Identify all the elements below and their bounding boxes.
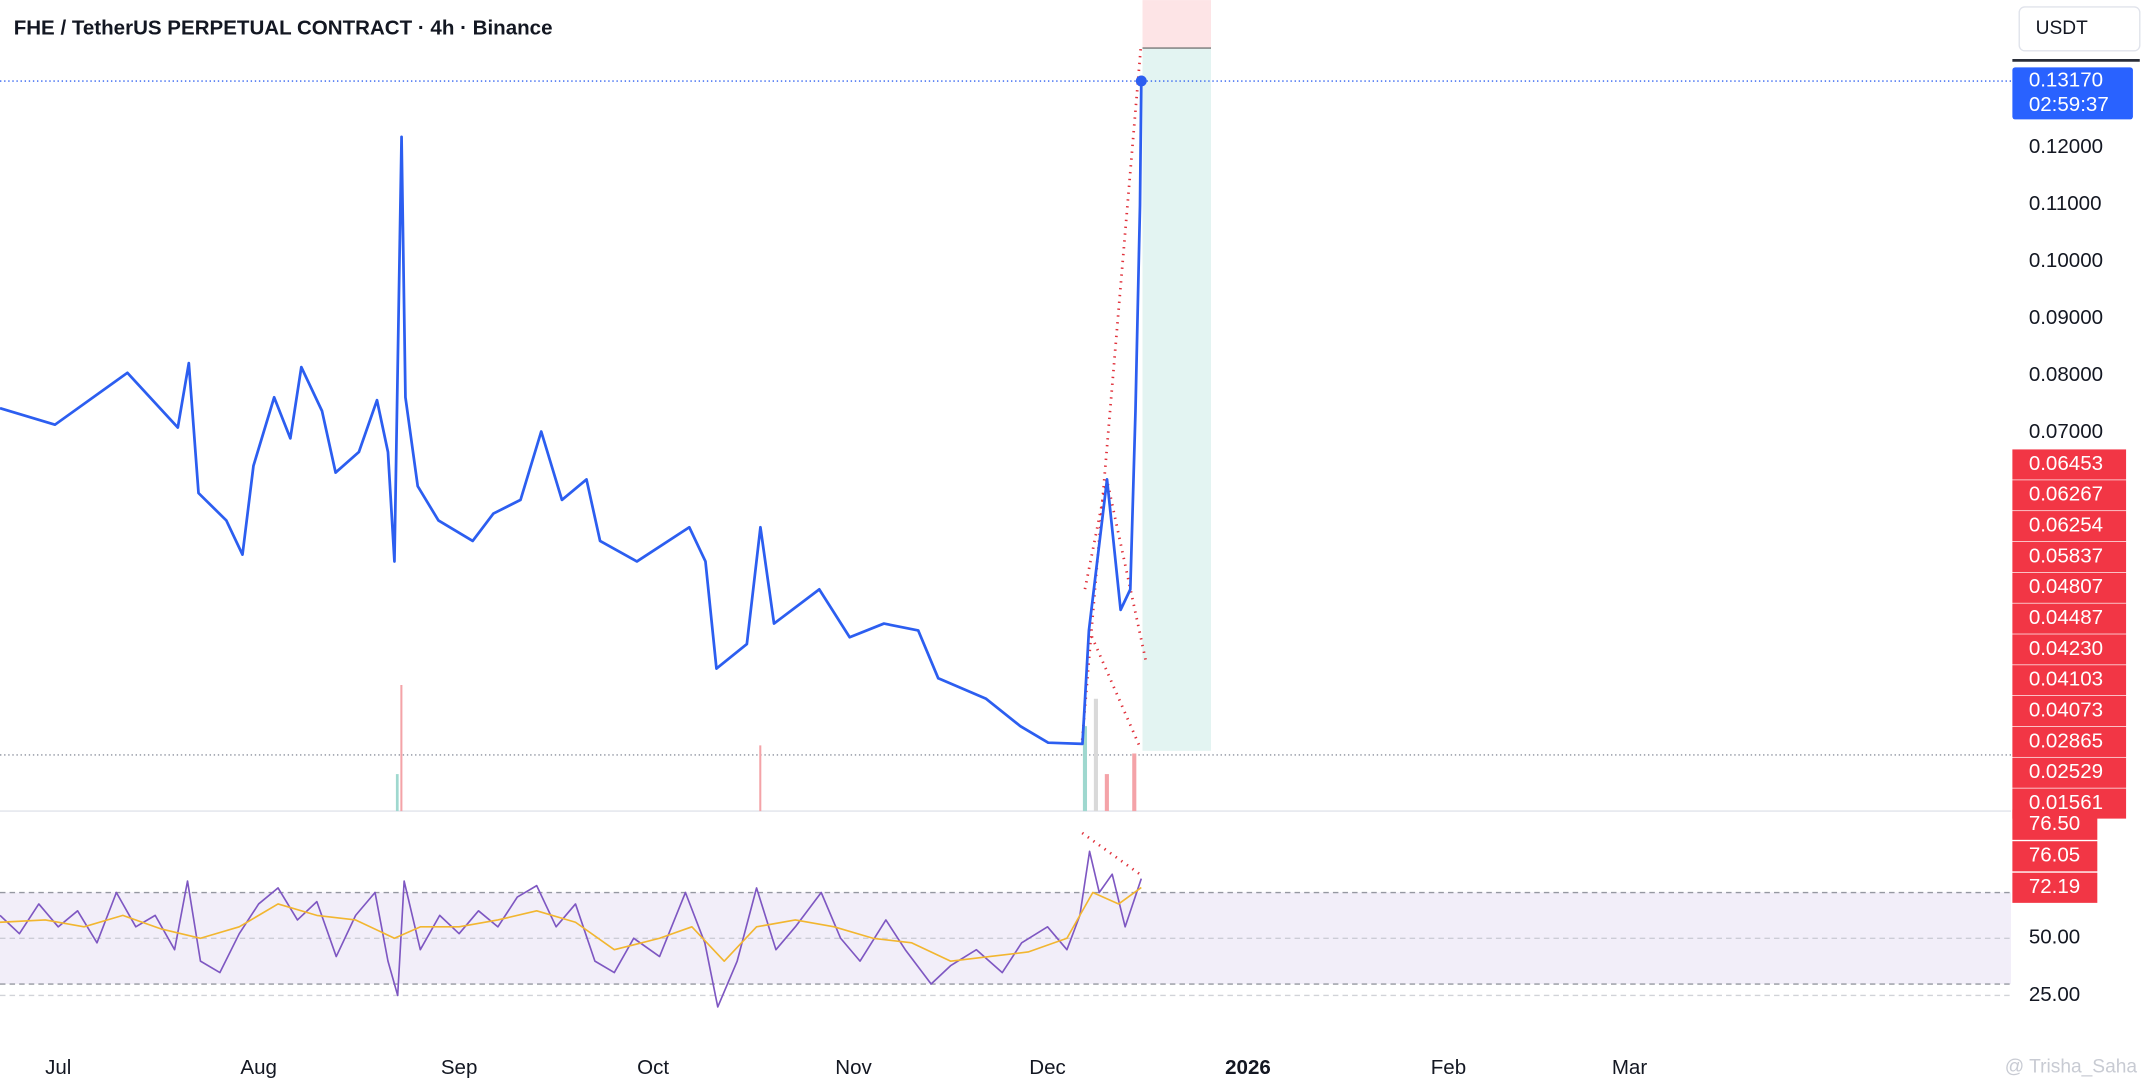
indicator-tag-label: 0.02529 [2029, 760, 2103, 783]
target-zone [1142, 48, 1211, 751]
x-tick-label: Dec [1029, 1056, 1066, 1079]
indicator-tag [2012, 572, 2127, 603]
rsi-tick-label: 25.00 [2029, 983, 2080, 1006]
rsi-tick-label: 50.00 [2029, 926, 2080, 949]
rsi-ma-line [0, 886, 1142, 962]
rsi-tag [2012, 872, 2098, 903]
indicator-tag [2012, 541, 2127, 573]
rsi-tag-label: 76.05 [2029, 844, 2080, 867]
indicator-tag-label: 0.04487 [2029, 606, 2103, 629]
x-tick-label: Nov [835, 1056, 872, 1079]
y-tick-label: 0.12000 [2029, 135, 2103, 158]
trend-line [1087, 629, 1142, 748]
indicator-tag [2012, 757, 2127, 788]
y-tick-label: 0.11000 [2029, 192, 2102, 215]
x-tick-label: Mar [1612, 1056, 1648, 1079]
indicator-tag-label: 0.06254 [2029, 514, 2103, 537]
currency-button[interactable] [2018, 6, 2141, 52]
indicator-tag-label: 0.04230 [2029, 637, 2103, 660]
rsi-tag [2012, 841, 2098, 872]
indicator-tag-label: 0.04103 [2029, 668, 2103, 691]
x-tick-label: 2026 [1225, 1056, 1271, 1079]
x-tick-label: Feb [1431, 1056, 1466, 1079]
x-tick-label: Sep [441, 1056, 478, 1079]
price-tag-timer: 02:59:37 [2029, 93, 2109, 116]
indicator-tag-label: 0.04807 [2029, 575, 2103, 598]
indicator-tag [2012, 511, 2127, 542]
x-tick-label: Jul [45, 1056, 71, 1079]
x-tick-label: Aug [240, 1056, 277, 1079]
trend-lines [1080, 43, 1148, 876]
indicator-tag-label: 0.06267 [2029, 483, 2103, 506]
indicator-tag [2012, 603, 2127, 634]
price-line [0, 81, 1143, 746]
chart-title: FHE / TetherUS PERPETUAL CONTRACT · 4h ·… [14, 16, 553, 39]
indicator-tag-label: 0.02865 [2029, 729, 2103, 752]
indicator-tag-label: 0.04073 [2029, 698, 2103, 721]
indicator-tag [2012, 696, 2127, 727]
currency-label[interactable]: USDT [2036, 18, 2088, 39]
trend-line [1080, 43, 1143, 740]
rsi-tag [2012, 809, 2098, 840]
indicator-tag-label: 0.06453 [2029, 452, 2103, 475]
rsi-tag-label: 72.19 [2029, 875, 2080, 898]
y-tick-label: 0.08000 [2029, 363, 2103, 386]
volume [395, 685, 1137, 812]
watermark: @ Trisha_Saha [2005, 1056, 2138, 1077]
indicator-tag-label: 0.05837 [2029, 544, 2103, 567]
price-tag [2012, 67, 2133, 120]
indicator-tag [2012, 665, 2127, 696]
trend-line [1081, 831, 1141, 876]
rsi-line [0, 850, 1143, 1008]
indicator-tag [2012, 480, 2127, 511]
x-tick-label: Oct [637, 1056, 669, 1079]
indicator-tag-label: 0.01561 [2029, 791, 2103, 814]
y-tick-label: 0.07000 [2029, 420, 2103, 443]
price-tag-label: 0.13170 [2029, 68, 2103, 91]
last-point [1135, 75, 1147, 87]
stop-zone [1142, 0, 1211, 49]
y-tick-label: 0.09000 [2029, 306, 2103, 329]
indicator-tag [2012, 449, 2127, 480]
indicator-tag [2012, 634, 2127, 665]
rsi-tag-label: 76.50 [2029, 812, 2080, 835]
indicator-tag [2012, 726, 2127, 757]
y-tick-label: 0.10000 [2029, 249, 2103, 272]
